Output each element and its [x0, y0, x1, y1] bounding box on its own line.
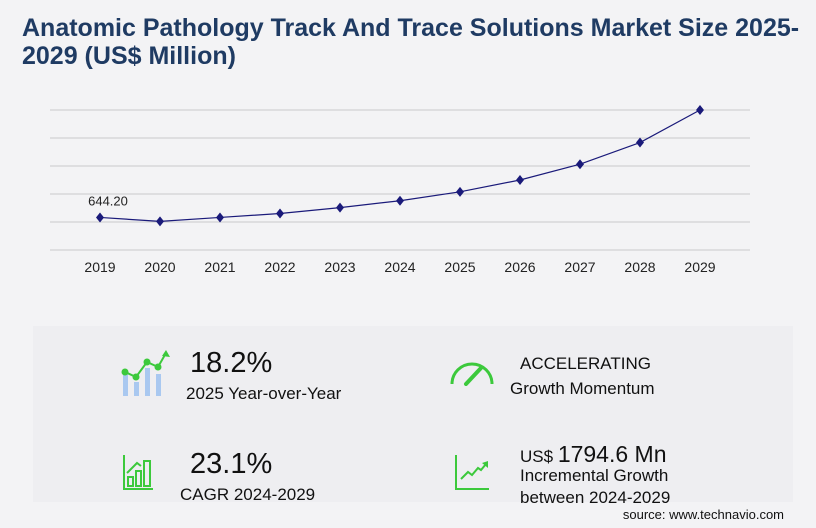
data-point [156, 216, 164, 227]
currency-prefix: US$ [520, 447, 554, 466]
data-point [576, 159, 584, 170]
data-point [456, 186, 464, 197]
data-point [396, 195, 404, 206]
source-note: source: www.technavio.com [622, 507, 784, 522]
x-tick-label: 2023 [324, 259, 355, 275]
data-label: 644.20 [88, 193, 128, 208]
x-tick-label: 2026 [504, 259, 535, 275]
x-tick-label: 2022 [264, 259, 295, 275]
x-tick-label: 2025 [444, 259, 475, 275]
data-point [696, 105, 704, 116]
x-tick-label: 2028 [624, 259, 655, 275]
data-point [516, 175, 524, 185]
momentum-label: Growth Momentum [510, 379, 655, 398]
growth-chart-icon [121, 350, 170, 396]
yoy-label: 2025 Year-over-Year [186, 384, 342, 403]
data-point [276, 208, 284, 219]
data-point [216, 212, 224, 223]
line-chart: 2019 2020 2021 2022 2023 2024 2025 2026 2027 2028… [50, 105, 750, 275]
page-title: Anatomic Pathology Track And Trace Solut… [22, 14, 800, 70]
cagr-label: CAGR 2024-2029 [180, 485, 316, 504]
momentum-value: ACCELERATING [520, 354, 651, 373]
data-point [336, 202, 344, 213]
bar-chart-icon [123, 455, 153, 490]
trend-up-icon [455, 455, 489, 490]
x-tick-label: 2029 [684, 259, 715, 275]
x-tick-label: 2024 [384, 259, 415, 275]
x-tick-label: 2019 [84, 259, 115, 275]
data-point [636, 137, 644, 148]
incremental-amount: 1794.6 Mn [557, 441, 667, 467]
cagr-value: 23.1% [190, 448, 273, 480]
data-point [96, 212, 104, 223]
x-tick-label: 2020 [144, 259, 175, 275]
x-tick-label: 2027 [564, 259, 595, 275]
x-tick-label: 2021 [204, 259, 235, 275]
yoy-value: 18.2% [190, 347, 273, 379]
incremental-value: US$ 1794.6 Mn [520, 441, 667, 468]
incremental-label-2: between 2024-2029 [520, 488, 671, 507]
incremental-label-1: Incremental Growth [520, 466, 669, 485]
stats-panel [33, 326, 793, 502]
speedometer-icon [450, 362, 494, 386]
